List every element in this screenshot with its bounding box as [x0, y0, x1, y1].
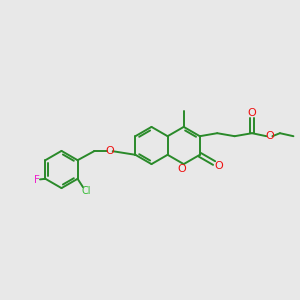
Text: F: F — [34, 175, 40, 185]
Text: O: O — [178, 164, 187, 175]
Text: O: O — [214, 161, 223, 171]
Text: O: O — [265, 131, 274, 141]
Text: O: O — [248, 107, 256, 118]
Text: O: O — [105, 146, 114, 156]
Text: Cl: Cl — [81, 186, 91, 197]
